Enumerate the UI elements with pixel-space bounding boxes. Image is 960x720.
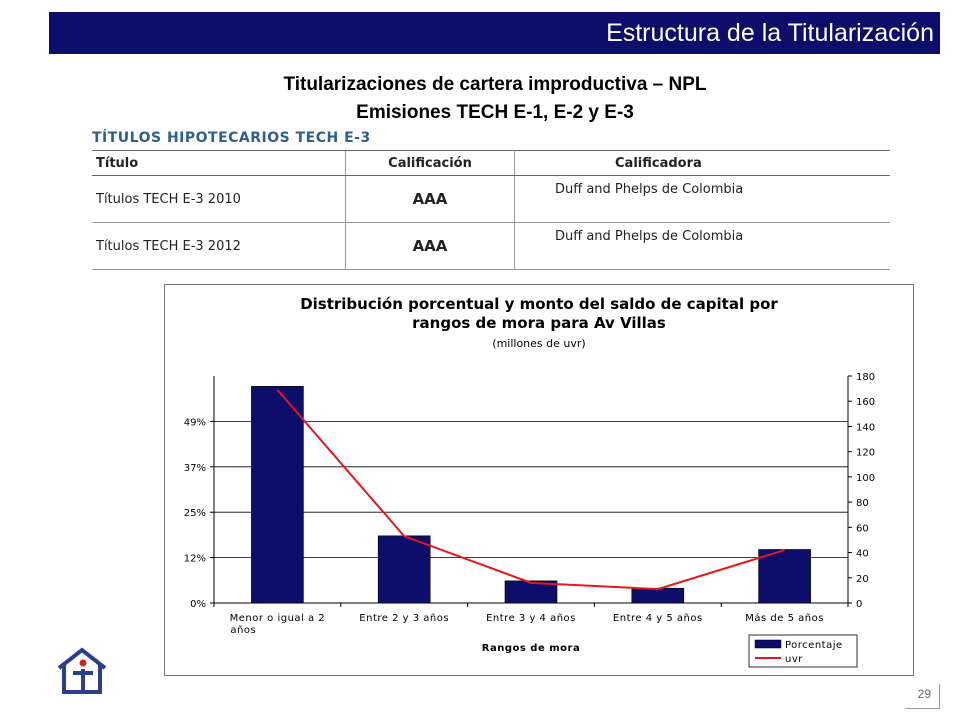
category-label: años: [230, 625, 256, 636]
left-tick-label: 0%: [190, 599, 206, 610]
legend-label-uvr: uvr: [785, 654, 803, 665]
right-tick-label: 60: [856, 523, 869, 534]
category-label: Más de 5 años: [745, 612, 824, 624]
headline-line2: Emisiones TECH E-1, E-2 y E-3: [356, 102, 634, 123]
table-header-row: Título Calificación Calificadora: [92, 150, 890, 176]
bar: [251, 386, 304, 604]
ratings-table-block: TÍTULOS HIPOTECARIOS TECH E-3 Título Cal…: [92, 130, 890, 270]
cell-calificacion: AAA: [345, 175, 515, 223]
left-tick-label: 37%: [184, 463, 206, 474]
cell-titulo: Títulos TECH E-3 2010: [92, 175, 346, 223]
chart-subtitle: (millones de uvr): [492, 337, 585, 350]
table-row: Títulos TECH E-3 2012 AAA Duff and Phelp…: [92, 222, 890, 270]
category-label: Entre 4 y 5 años: [613, 613, 703, 624]
right-tick-label: 40: [856, 549, 869, 560]
right-tick-label: 0: [856, 599, 862, 610]
page-title: Estructura de la Titularización: [606, 19, 934, 47]
cell-calificadora: Duff and Phelps de Colombia: [514, 222, 890, 270]
category-label: Entre 2 y 3 años: [359, 613, 449, 624]
page-number-text: 29: [917, 687, 931, 701]
right-tick-label: 20: [856, 574, 869, 585]
bar: [758, 549, 811, 604]
legend-swatch-porcentaje: [754, 639, 782, 649]
right-tick-label: 100: [856, 473, 875, 484]
chart-title-line: Distribución porcentual y monto del sald…: [300, 295, 778, 313]
page-number: 29: [905, 684, 940, 709]
column-header-calificadora: Calificadora: [514, 150, 890, 176]
column-header-titulo: Título: [92, 150, 346, 176]
category-label: Menor o igual a 2: [230, 613, 326, 624]
ratings-table: Título Calificación Calificadora Títulos…: [92, 150, 890, 270]
left-tick-label: 12%: [184, 554, 206, 565]
left-tick-label: 25%: [184, 508, 206, 519]
right-tick-label: 80: [856, 498, 869, 509]
chart-svg: Distribución porcentual y monto del sald…: [184, 295, 875, 668]
series-line-uvr: [276, 389, 785, 591]
house-person-logo-icon: [55, 646, 109, 696]
category-label: Entre 3 y 4 años: [486, 613, 576, 624]
right-tick-label: 140: [856, 422, 875, 433]
right-tick-label: 120: [856, 448, 875, 459]
legend-label-porcentaje: Porcentaje: [785, 640, 843, 651]
cell-calificacion: AAA: [345, 222, 515, 270]
right-tick-label: 160: [856, 397, 875, 408]
x-axis-label: Rangos de mora: [482, 643, 580, 654]
table-row: Títulos TECH E-3 2010 AAA Duff and Phelp…: [92, 175, 890, 223]
cell-titulo: Títulos TECH E-3 2012: [92, 222, 346, 270]
cell-calificadora: Duff and Phelps de Colombia: [514, 175, 890, 223]
chart-title-line: rangos de mora para Av Villas: [412, 314, 666, 332]
bar: [377, 535, 431, 604]
column-header-calificacion: Calificación: [345, 150, 515, 176]
bar: [504, 580, 558, 604]
left-tick-label: 49%: [184, 417, 206, 428]
right-tick-label: 180: [856, 372, 875, 383]
table-caption: TÍTULOS HIPOTECARIOS TECH E-3: [92, 130, 371, 146]
headline-line1: Titularizaciones de cartera improductiva…: [283, 74, 707, 95]
header-bar: Estructura de la Titularización: [49, 12, 940, 54]
chart-frame: Distribución porcentual y monto del sald…: [164, 284, 914, 676]
bar: [631, 587, 685, 604]
